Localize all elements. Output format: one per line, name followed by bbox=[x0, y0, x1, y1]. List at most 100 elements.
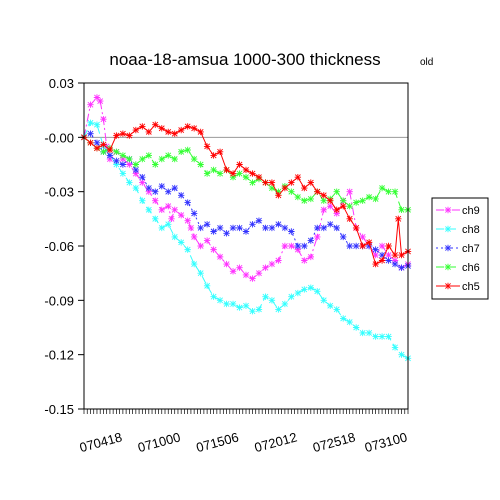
data-point bbox=[391, 260, 399, 268]
data-point bbox=[165, 202, 172, 210]
data-point bbox=[314, 224, 321, 232]
data-point bbox=[236, 264, 243, 271]
data-point bbox=[444, 225, 452, 233]
data-point bbox=[171, 206, 178, 213]
data-point bbox=[158, 183, 165, 190]
data-point bbox=[352, 242, 360, 250]
data-point bbox=[242, 302, 250, 309]
data-point bbox=[145, 128, 152, 136]
data-point bbox=[210, 246, 217, 253]
data-point bbox=[288, 242, 295, 250]
data-point bbox=[210, 152, 217, 159]
data-point bbox=[301, 286, 308, 293]
data-point bbox=[255, 217, 263, 224]
data-point bbox=[262, 264, 269, 271]
x-tick-label: 073100 bbox=[363, 429, 409, 455]
data-point bbox=[307, 195, 314, 203]
data-point bbox=[223, 166, 230, 174]
data-point bbox=[106, 152, 114, 159]
data-point bbox=[333, 224, 340, 232]
data-point bbox=[190, 155, 198, 163]
data-point bbox=[352, 224, 360, 232]
data-point bbox=[165, 221, 172, 228]
data-point bbox=[352, 324, 360, 331]
data-point bbox=[372, 251, 379, 259]
data-point bbox=[210, 293, 217, 300]
series-ch8 bbox=[80, 119, 412, 362]
data-point bbox=[275, 257, 282, 264]
data-point bbox=[340, 233, 347, 241]
data-point bbox=[327, 302, 334, 309]
data-point bbox=[262, 179, 269, 186]
data-point bbox=[229, 300, 237, 308]
data-point bbox=[126, 179, 133, 186]
data-point bbox=[365, 193, 373, 201]
data-point bbox=[301, 184, 308, 192]
data-point bbox=[346, 242, 353, 250]
data-point bbox=[340, 197, 347, 204]
data-point bbox=[216, 224, 224, 232]
data-point bbox=[249, 170, 256, 177]
legend-label: ch6 bbox=[462, 262, 480, 274]
data-point bbox=[87, 139, 94, 146]
data-point bbox=[385, 257, 392, 264]
x-tick-label: 070418 bbox=[78, 429, 124, 455]
data-point bbox=[327, 197, 334, 204]
data-point bbox=[275, 306, 282, 313]
data-point bbox=[340, 202, 347, 210]
data-point bbox=[236, 224, 243, 232]
data-point bbox=[301, 197, 308, 204]
data-point bbox=[139, 173, 146, 181]
data-point bbox=[288, 293, 295, 300]
data-point bbox=[132, 126, 140, 134]
data-point bbox=[197, 242, 204, 250]
data-point bbox=[359, 329, 366, 337]
data-point bbox=[223, 300, 230, 308]
data-point bbox=[391, 188, 399, 195]
data-point bbox=[262, 293, 269, 300]
data-point bbox=[242, 271, 250, 279]
data-point bbox=[249, 221, 256, 228]
data-point bbox=[249, 275, 256, 282]
legend-item-ch9: ch9 bbox=[436, 205, 480, 217]
x-tick-label: 072518 bbox=[311, 429, 357, 455]
data-point bbox=[314, 233, 321, 241]
data-point bbox=[216, 148, 224, 156]
data-point bbox=[242, 228, 250, 235]
data-point bbox=[391, 257, 399, 264]
data-point bbox=[365, 329, 373, 337]
data-point bbox=[158, 125, 165, 132]
data-point bbox=[365, 239, 373, 246]
data-point bbox=[255, 269, 263, 277]
data-point bbox=[294, 246, 302, 253]
data-point bbox=[346, 215, 353, 223]
data-point bbox=[152, 121, 159, 128]
data-point bbox=[444, 282, 452, 290]
series-line-ch5 bbox=[83, 124, 409, 265]
series-ch9 bbox=[80, 94, 412, 282]
data-point bbox=[249, 308, 256, 315]
data-point bbox=[268, 224, 276, 232]
data-point bbox=[184, 199, 191, 206]
data-point bbox=[210, 228, 217, 235]
y-tick-label: -0.06 bbox=[44, 239, 74, 254]
data-point bbox=[307, 253, 314, 261]
y-tick-label: -0.15 bbox=[44, 402, 74, 417]
data-point bbox=[372, 195, 379, 203]
data-point bbox=[281, 300, 289, 308]
y-tick-label: 0.03 bbox=[49, 76, 74, 91]
data-point bbox=[372, 246, 379, 253]
data-point bbox=[152, 188, 159, 195]
data-point bbox=[268, 297, 276, 304]
data-point bbox=[178, 148, 185, 156]
data-point bbox=[119, 170, 127, 177]
data-point bbox=[113, 161, 120, 168]
data-point bbox=[314, 188, 321, 195]
data-point bbox=[158, 224, 165, 232]
legend-label: ch8 bbox=[462, 224, 480, 236]
data-point bbox=[145, 206, 152, 213]
data-point bbox=[165, 152, 172, 159]
data-point bbox=[203, 237, 211, 244]
legend-item-ch7: ch7 bbox=[436, 243, 480, 255]
data-point bbox=[320, 192, 327, 199]
